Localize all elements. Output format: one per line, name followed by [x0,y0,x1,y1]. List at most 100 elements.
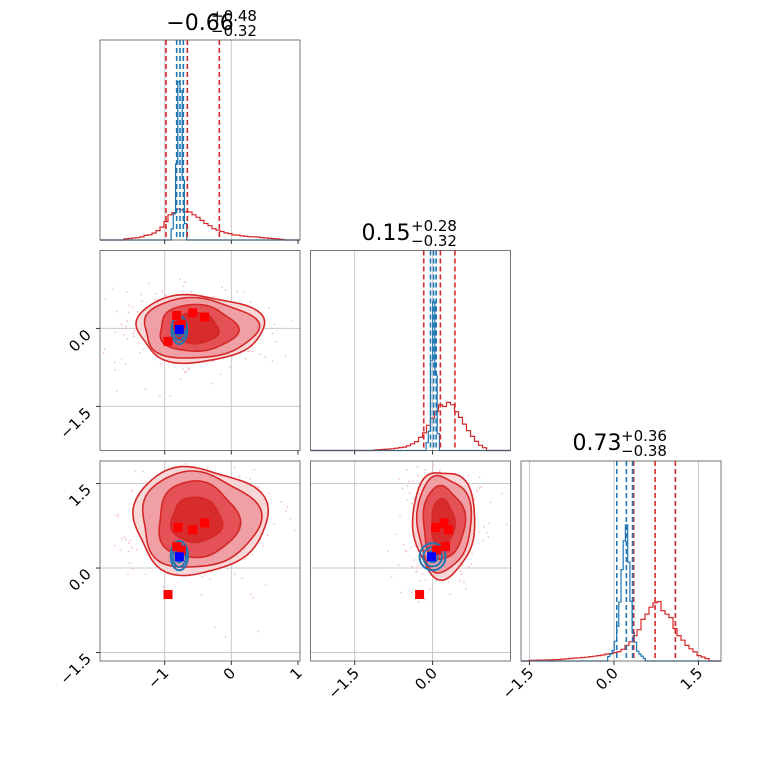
scatter-point [410,546,413,549]
scatter-point [190,291,193,293]
scatter-point [219,373,222,376]
scatter-point [142,470,144,473]
blue-marker [174,552,184,562]
title-p2-sup: +0.36 [621,427,667,445]
scatter-point [181,367,184,370]
scatter-point [119,548,122,551]
panel-frame [99,250,301,451]
scatter-point [141,300,144,303]
scatter-point [268,492,270,495]
scatter-point [465,587,467,590]
scatter-point [210,382,213,385]
ytick-label-p2: −1.5 [56,650,94,688]
scatter-point [251,553,254,556]
scatter-point [204,573,207,576]
quantile-lines [165,40,677,661]
blue-marker [427,552,437,562]
red-marker [415,590,425,600]
xtick-label-p1: 0.0 [411,664,441,694]
scatter-point [417,601,420,604]
scatter-point [274,340,277,343]
red-marker [176,545,186,555]
red-marker [432,545,442,555]
red-marker [173,522,183,532]
scatter-point [480,486,483,488]
scatter-point [460,573,463,576]
scatter-point [142,348,145,351]
scatter-point [249,593,252,596]
scatter-point [483,526,485,528]
tick-marks [96,240,699,665]
xtick-label-p0: 1 [286,664,305,683]
scatter-point [471,552,473,555]
scatter-point [129,539,131,542]
panel-bg [310,250,511,451]
scatter-point [187,367,190,370]
scatter-point [244,357,247,360]
panel-frames [99,39,722,662]
scatter-point [408,480,410,483]
scatter-point [209,578,211,581]
markers [163,308,453,600]
ytick-label-p1: 0.0 [65,326,95,356]
scatter-point [115,310,118,313]
scatter-point [127,542,130,544]
scatter-point [406,499,409,502]
scatter-point [233,466,236,469]
scatter-point [286,505,289,508]
xtick-label-p2: −1.5 [499,664,537,702]
scatter-point [404,549,406,552]
title-p0-sub: −0.32 [211,22,257,40]
scatter-point [461,564,464,566]
scatter-point [399,516,401,518]
scatter-point [390,575,393,578]
scatter-point [144,573,147,576]
scatter-point [291,320,294,322]
scatter-point [432,463,435,466]
red-marker [441,542,451,552]
scatter-point [267,306,270,309]
scatter-point [470,563,473,566]
scatter-point [478,476,481,479]
scatter-point [124,362,127,365]
scatter-point [280,500,282,503]
scatter-point [111,287,114,290]
scatter-point [402,544,405,546]
scatter-point [113,361,116,364]
scatter-point [416,566,418,569]
scatter-point [114,368,117,371]
scatter-point [125,291,128,293]
scatter-point [221,286,224,289]
scatter-point [478,487,481,489]
scatter-point [271,360,274,363]
red-marker [200,518,210,528]
scatter-point [449,593,451,596]
title-p1: 0.15 [362,221,411,246]
scatter-point [127,311,130,314]
scatter-point [133,470,136,472]
scatter-point [481,539,484,542]
scatter-point [124,538,127,541]
scatter-point [460,570,462,573]
scatter-point [284,354,287,357]
scatter-point [421,572,424,575]
scatter-point [411,591,413,594]
panel-frame [99,460,301,662]
scatter-point [128,562,131,565]
panel-bg [310,461,511,661]
xtick-label-p2: 0.0 [592,664,622,694]
scatter-point [248,477,251,480]
scatter-point [400,591,402,594]
scatter-point [476,489,478,492]
scatter-point [184,463,187,465]
scatter-point [161,290,164,293]
scatter-point [131,568,134,571]
scatter-point [416,465,419,468]
scatter-point [140,293,143,296]
scatter-point [406,485,409,487]
scatter-point [125,320,128,322]
scatter-point [126,337,129,340]
red-marker [443,525,453,535]
blue-marker [174,324,184,334]
scatter-point [289,517,292,520]
